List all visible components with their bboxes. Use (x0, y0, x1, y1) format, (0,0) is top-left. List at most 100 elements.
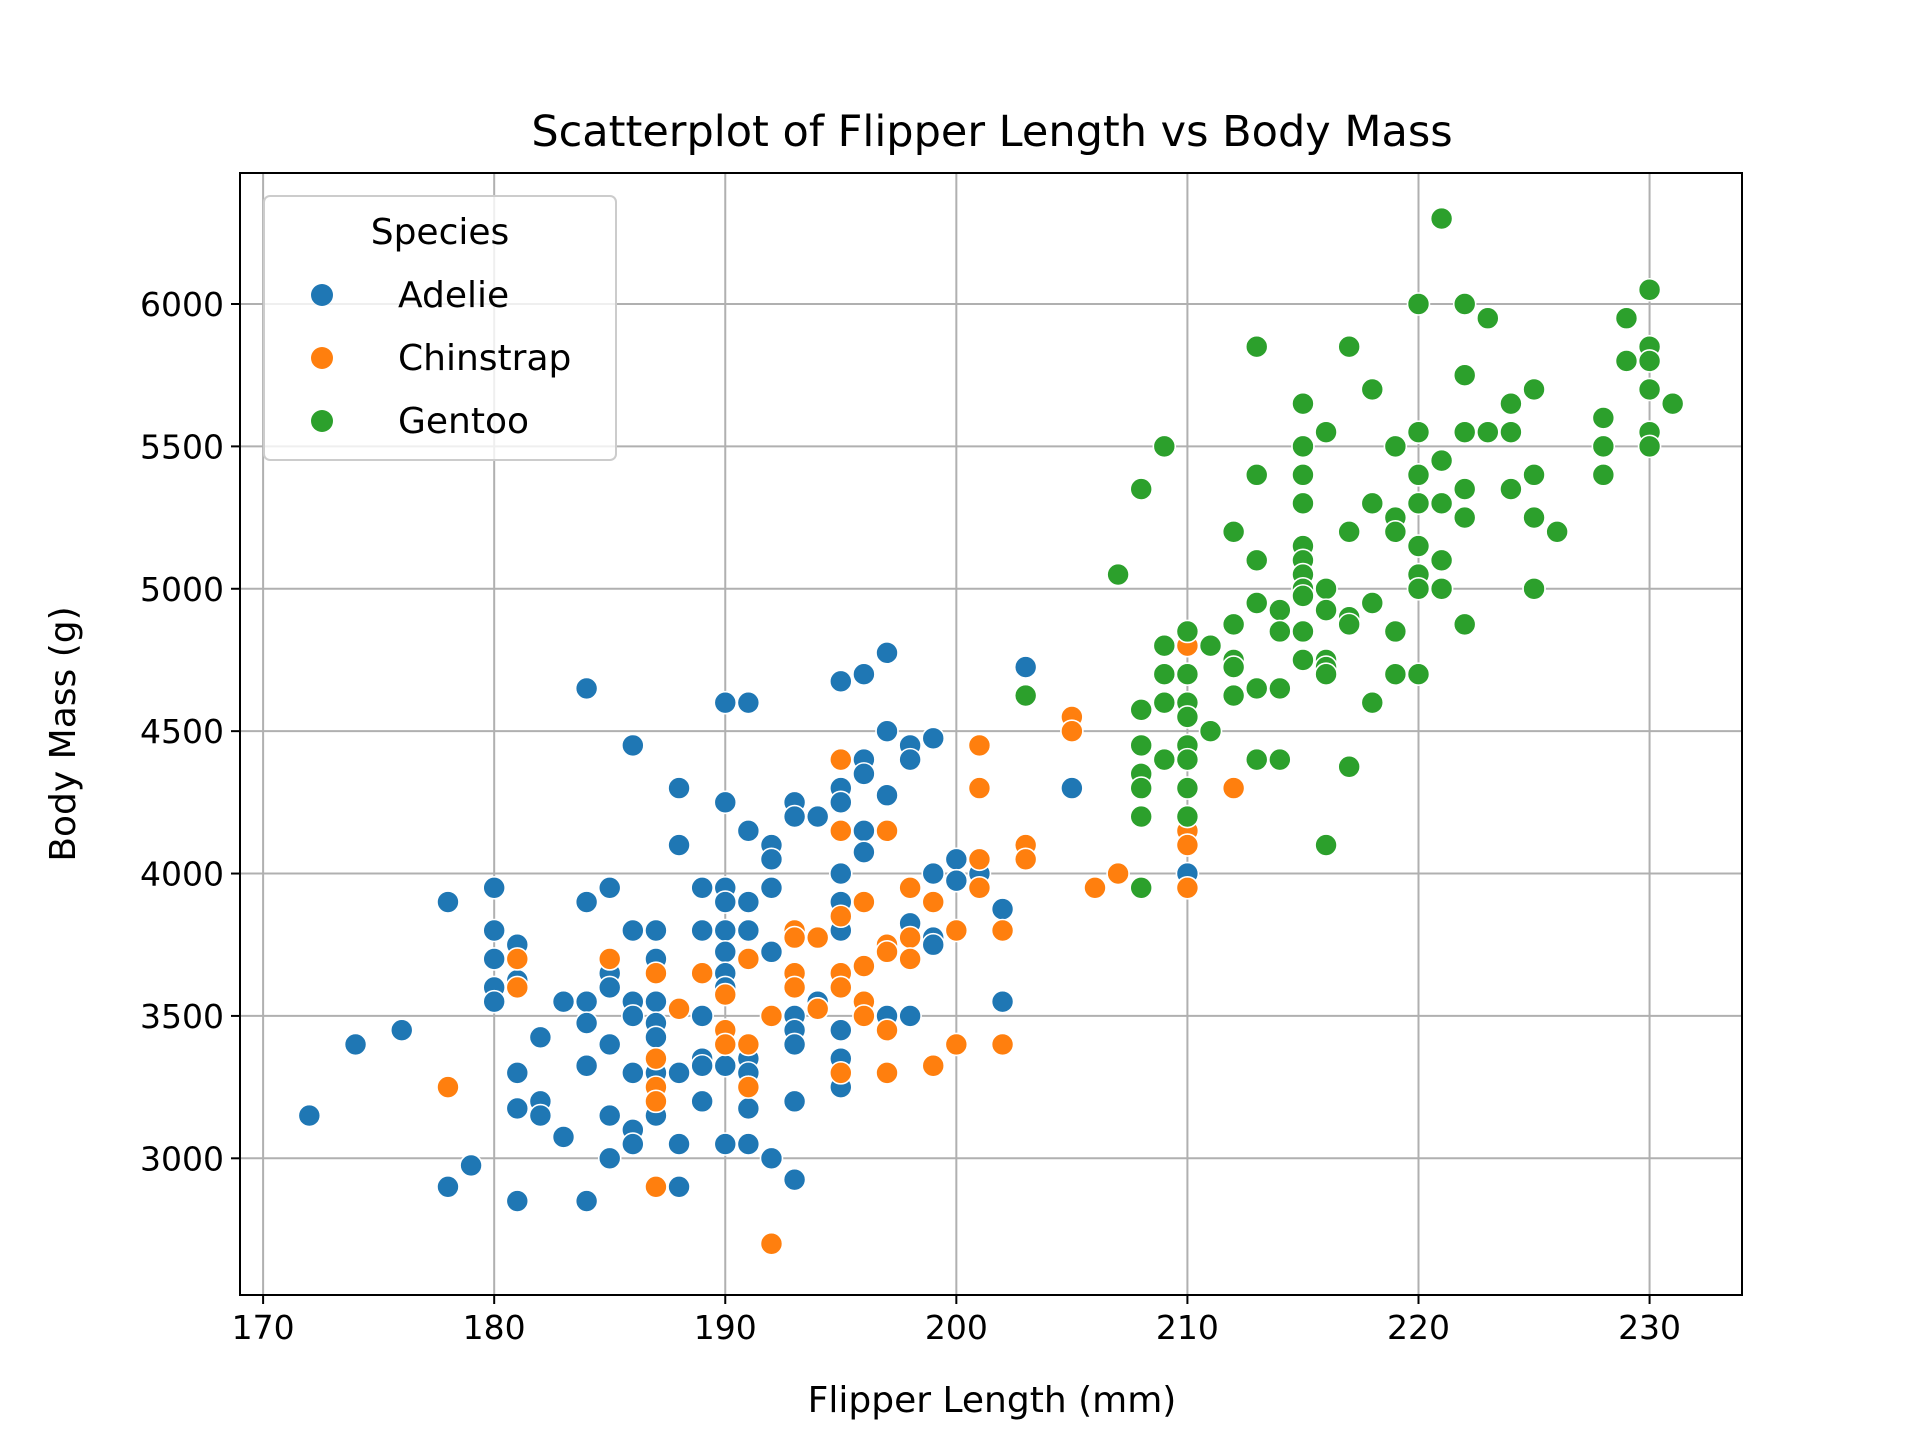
data-point-adelie (852, 840, 876, 864)
data-point-adelie (921, 726, 946, 751)
data-point-gentoo (1175, 705, 1200, 729)
data-point-gentoo (1429, 548, 1454, 573)
data-point-chinstrap (852, 1004, 876, 1028)
data-point-chinstrap (1221, 776, 1246, 800)
data-point-gentoo (1244, 747, 1269, 772)
data-point-chinstrap (736, 1032, 761, 1057)
data-point-gentoo (1406, 292, 1431, 316)
data-point-gentoo (1452, 505, 1477, 530)
data-point-gentoo (1406, 534, 1431, 558)
data-point-adelie (713, 790, 738, 815)
data-point-chinstrap (852, 954, 876, 978)
data-point-adelie (574, 1053, 599, 1078)
data-point-adelie (828, 1018, 853, 1042)
data-point-chinstrap (944, 918, 969, 943)
data-point-adelie (621, 733, 645, 758)
data-point-gentoo (1291, 619, 1315, 644)
data-point-gentoo (1221, 655, 1246, 679)
data-point-adelie (736, 890, 761, 914)
data-point-gentoo (1406, 491, 1431, 516)
data-point-gentoo (1291, 434, 1315, 459)
data-point-gentoo (1522, 505, 1546, 530)
data-point-chinstrap (713, 1032, 738, 1057)
data-point-gentoo (1383, 662, 1408, 686)
data-point-adelie (759, 847, 784, 872)
data-point-adelie (597, 975, 622, 1000)
data-point-gentoo (1522, 377, 1546, 402)
data-point-adelie (990, 989, 1015, 1014)
data-point-chinstrap (736, 947, 761, 971)
data-point-gentoo (1175, 662, 1200, 686)
data-point-adelie (505, 1189, 530, 1213)
data-point-chinstrap (782, 925, 807, 950)
data-point-gentoo (1383, 434, 1408, 459)
data-point-adelie (875, 641, 899, 665)
data-point-adelie (482, 989, 506, 1014)
data-point-adelie (621, 1004, 645, 1028)
data-point-gentoo (1129, 733, 1153, 758)
data-point-chinstrap (690, 961, 714, 986)
data-point-gentoo (1152, 633, 1177, 658)
data-point-adelie (852, 662, 876, 686)
data-point-chinstrap (667, 997, 691, 1021)
data-point-chinstrap (852, 890, 876, 914)
y-tick-label: 5500 (140, 427, 224, 466)
data-point-gentoo (1429, 491, 1454, 516)
data-point-gentoo (1337, 520, 1361, 544)
y-tick-label: 4000 (140, 855, 224, 894)
x-tick-label: 170 (232, 1308, 295, 1347)
y-tick-label: 3500 (140, 997, 224, 1036)
data-point-chinstrap (898, 947, 922, 971)
data-point-gentoo (1476, 420, 1500, 444)
data-point-adelie (667, 776, 691, 800)
data-point-adelie (528, 1025, 553, 1050)
data-point-chinstrap (436, 1075, 460, 1099)
data-point-chinstrap (736, 1075, 761, 1099)
data-point-adelie (621, 918, 645, 943)
data-point-gentoo (1522, 576, 1546, 601)
data-point-gentoo (1476, 306, 1500, 331)
data-point-adelie (459, 1153, 483, 1178)
data-point-adelie (736, 1096, 761, 1121)
data-point-adelie (1060, 776, 1084, 800)
data-point-chinstrap (875, 819, 899, 843)
data-point-gentoo (1637, 349, 1662, 373)
data-point-adelie (574, 1189, 599, 1213)
data-point-chinstrap (898, 875, 922, 900)
data-point-gentoo (1291, 463, 1315, 487)
data-point-adelie (482, 875, 506, 900)
data-point-gentoo (1360, 591, 1385, 615)
data-point-chinstrap (1083, 875, 1107, 900)
data-point-gentoo (1637, 434, 1662, 459)
data-point-gentoo (1637, 377, 1662, 402)
data-point-adelie (343, 1032, 368, 1057)
data-point-adelie (667, 1132, 691, 1156)
data-point-adelie (574, 676, 599, 701)
x-tick-label: 230 (1618, 1308, 1681, 1347)
data-point-gentoo (1106, 562, 1130, 587)
data-point-gentoo (1291, 584, 1315, 608)
data-point-adelie (597, 1032, 622, 1057)
data-point-adelie (782, 1032, 807, 1057)
data-point-adelie (690, 875, 714, 900)
legend-marker-gentoo (311, 410, 333, 432)
data-point-gentoo (1499, 420, 1523, 444)
data-point-adelie (759, 940, 784, 964)
legend-marker-adelie (311, 284, 333, 306)
data-point-gentoo (1268, 598, 1292, 622)
data-point-gentoo (1591, 463, 1616, 487)
data-point-adelie (805, 804, 830, 829)
data-points (297, 206, 1685, 1256)
data-point-adelie (713, 1053, 738, 1078)
data-point-chinstrap (644, 1046, 668, 1071)
data-point-chinstrap (1106, 861, 1130, 886)
data-point-gentoo (1244, 334, 1269, 359)
data-point-adelie (574, 989, 599, 1014)
data-point-adelie (667, 833, 691, 857)
data-point-gentoo (1452, 292, 1477, 316)
data-point-adelie (944, 868, 969, 893)
legend-title: Species (371, 212, 510, 253)
data-point-gentoo (1660, 391, 1685, 416)
data-point-gentoo (1244, 548, 1269, 573)
data-point-gentoo (1129, 875, 1153, 900)
